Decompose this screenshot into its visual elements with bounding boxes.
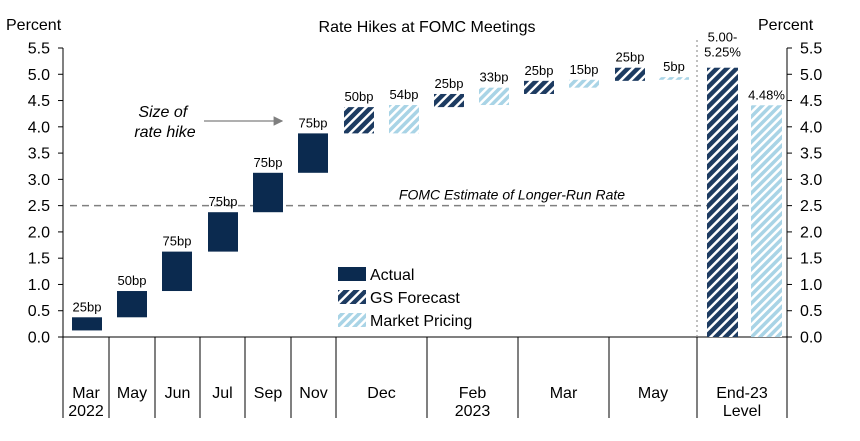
bar-value-label: 25bp	[435, 76, 464, 91]
bar-actual	[298, 133, 328, 173]
left-tick-label: 3.0	[28, 172, 50, 189]
right-tick-label: 2.0	[800, 224, 822, 241]
left-tick-label: 1.0	[28, 277, 50, 294]
left-axis-label: Percent	[6, 17, 62, 34]
bar-actual	[253, 172, 283, 213]
axes	[58, 40, 792, 338]
bar-value-label: 5.00-5.25%	[704, 30, 741, 60]
category-label: Nov	[299, 385, 327, 402]
right-tick-label: 1.5	[800, 251, 822, 268]
annotation-line-2: rate hike	[134, 124, 195, 141]
bars	[72, 67, 782, 338]
bar-value-label: 50bp	[345, 89, 374, 104]
bar-gs-forecast	[434, 93, 464, 108]
bar-value-label: 54bp	[390, 87, 419, 102]
left-tick-label: 4.0	[28, 119, 50, 136]
category-label: May	[117, 385, 147, 402]
left-tick-label: 2.0	[28, 224, 50, 241]
legend: Actual GS Forecast Market Pricing	[338, 267, 472, 330]
legend-swatch-market-pricing	[338, 313, 366, 327]
category-label: Jun	[165, 385, 191, 402]
left-tick-label: 3.5	[28, 146, 50, 163]
bar-gs-forecast	[615, 67, 645, 81]
bar-value-label: 75bp	[209, 194, 238, 209]
bar-value-label: 15bp	[570, 62, 599, 77]
category-label: Sep	[254, 385, 283, 402]
category-sublabel: 2022	[68, 403, 104, 420]
right-tick-label: 0.5	[800, 303, 822, 320]
right-axis-label: Percent	[758, 17, 814, 34]
right-tick-label: 1.0	[800, 277, 822, 294]
bar-actual	[162, 251, 192, 292]
bar-labels: 25bp 50bp 75bp 75bp 75bp 75bp 50bp 54bp 25bp 33bp…	[73, 30, 786, 315]
left-tick-label: 0.0	[28, 330, 50, 347]
right-tick-label: 5.5	[800, 41, 822, 58]
bar-value-label: 5bp	[663, 59, 685, 74]
y-tick-labels: 0.0 0.0 0.5 0.5 1.0 1.0 1.5 1.5 2.0 2.0 2.5 2.5 3.0 3…	[28, 41, 823, 347]
category-sublabel: 2023	[455, 403, 491, 420]
bar-gs-forecast	[524, 80, 554, 94]
bar-value-label: 50bp	[118, 273, 147, 288]
bar-value-label: 25bp	[73, 299, 102, 314]
bar-value-label-line: 5.00-	[708, 30, 738, 45]
left-tick-label: 0.5	[28, 303, 50, 320]
category-label: End-23	[716, 385, 768, 402]
legend-label: Actual	[370, 267, 414, 284]
legend-swatch-actual	[338, 267, 366, 281]
category-label: May	[638, 385, 668, 402]
bar-actual	[117, 291, 147, 318]
right-tick-label: 2.5	[800, 198, 822, 215]
chart-title: Rate Hikes at FOMC Meetings	[319, 19, 536, 36]
right-tick-label: 3.0	[800, 172, 822, 189]
bar-gs-forecast	[707, 67, 738, 338]
category-label: Mar	[72, 385, 100, 402]
category-label: Mar	[550, 385, 578, 402]
legend-swatch-gs-forecast	[338, 290, 366, 304]
legend-label: Market Pricing	[370, 313, 472, 330]
bar-market-pricing	[751, 105, 782, 338]
category-label: Jul	[212, 385, 232, 402]
bar-value-label: 4.48%	[748, 87, 785, 102]
bar-value-label: 33bp	[480, 70, 509, 85]
bar-value-label: 75bp	[254, 155, 283, 170]
left-tick-label: 2.5	[28, 198, 50, 215]
annotation-line-1: Size of	[138, 104, 188, 121]
bar-market-pricing	[569, 79, 599, 88]
bar-actual	[72, 317, 102, 331]
bar-value-label: 75bp	[299, 115, 328, 130]
right-tick-label: 3.5	[800, 146, 822, 163]
left-tick-label: 4.5	[28, 93, 50, 110]
bar-gs-forecast	[344, 107, 374, 134]
annotation-text: Size of rate hike	[134, 104, 195, 141]
bar-value-label-line: 5.25%	[704, 45, 741, 60]
legend-label: GS Forecast	[370, 290, 460, 307]
category-label: Feb	[459, 385, 487, 402]
bar-value-label: 75bp	[163, 234, 192, 249]
bar-value-label: 25bp	[525, 63, 554, 78]
left-tick-label: 5.5	[28, 41, 50, 58]
left-tick-label: 1.5	[28, 251, 50, 268]
bar-market-pricing	[479, 87, 509, 106]
bar-market-pricing	[659, 77, 689, 80]
category-sublabel: Level	[723, 403, 761, 420]
reference-line-label: FOMC Estimate of Longer-Run Rate	[399, 187, 625, 203]
bar-actual	[208, 212, 238, 252]
right-tick-label: 4.5	[800, 93, 822, 110]
category-label: Dec	[367, 385, 395, 402]
right-tick-label: 0.0	[800, 330, 822, 347]
bar-value-label: 25bp	[616, 50, 645, 65]
bar-market-pricing	[389, 105, 419, 134]
right-tick-label: 5.0	[800, 67, 822, 84]
right-tick-label: 4.0	[800, 119, 822, 136]
left-tick-label: 5.0	[28, 67, 50, 84]
